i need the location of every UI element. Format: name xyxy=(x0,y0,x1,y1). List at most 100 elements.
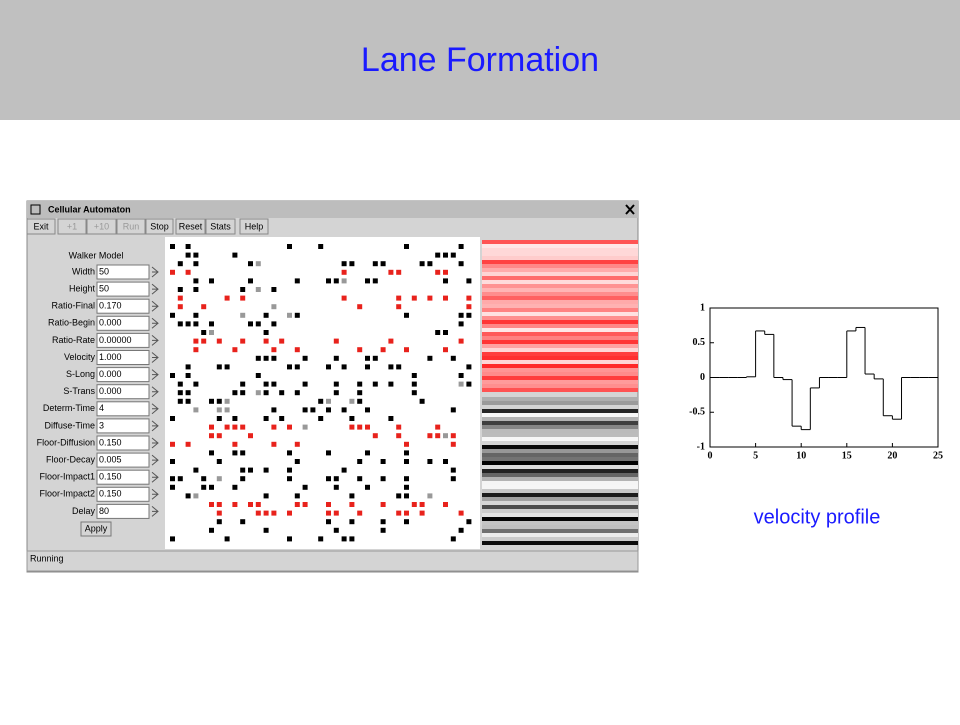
param-input[interactable] xyxy=(96,401,150,417)
param-value: 80 xyxy=(99,506,109,516)
param-input[interactable] xyxy=(96,350,150,365)
param-arrow[interactable] xyxy=(151,283,159,295)
cell xyxy=(333,338,339,344)
cell xyxy=(427,355,433,361)
density-red xyxy=(482,296,638,300)
param-input[interactable] xyxy=(96,332,150,348)
density-gray xyxy=(482,465,638,469)
cell xyxy=(427,295,433,301)
cell xyxy=(302,502,308,507)
toolbar-button xyxy=(86,218,117,235)
density-gray xyxy=(482,485,638,489)
y-tick-label: -1 xyxy=(697,441,705,452)
param-arrow[interactable] xyxy=(151,335,159,346)
density-gray xyxy=(482,429,638,433)
cell xyxy=(466,519,472,525)
param-arrow[interactable] xyxy=(151,506,159,517)
toolbar-label: +10 xyxy=(94,221,109,231)
param-arrow[interactable] xyxy=(151,369,159,380)
close-button[interactable] xyxy=(625,204,635,215)
cell xyxy=(380,527,386,533)
param-input[interactable] xyxy=(96,418,150,434)
density-red xyxy=(482,352,638,356)
cell xyxy=(193,381,199,387)
cell xyxy=(318,536,324,542)
cell xyxy=(458,527,464,533)
toolbar-button[interactable] xyxy=(205,218,236,235)
param-input[interactable] xyxy=(96,264,150,280)
cell xyxy=(443,502,448,507)
cell xyxy=(396,295,402,301)
cell xyxy=(318,244,324,249)
cell xyxy=(349,502,355,507)
param-input[interactable] xyxy=(96,503,150,519)
cell xyxy=(248,278,253,284)
param-arrow[interactable] xyxy=(151,488,159,500)
cell xyxy=(404,312,409,318)
param-input[interactable] xyxy=(96,384,150,400)
param-arrow[interactable] xyxy=(151,352,159,363)
cell xyxy=(388,416,394,421)
param-arrow[interactable] xyxy=(151,437,159,449)
density-red xyxy=(482,316,638,320)
cell xyxy=(240,287,246,292)
param-arrow[interactable] xyxy=(151,386,159,398)
param-input[interactable] xyxy=(96,298,150,314)
param-arrow[interactable] xyxy=(151,454,159,466)
cell xyxy=(450,407,456,413)
param-arrow[interactable] xyxy=(151,420,159,432)
cell xyxy=(287,536,292,542)
cell xyxy=(380,519,386,525)
param-input[interactable] xyxy=(96,486,150,502)
cell xyxy=(365,355,370,361)
cell xyxy=(255,502,261,507)
density-red xyxy=(482,304,638,308)
toolbar-button[interactable] xyxy=(239,218,269,235)
toolbar-button[interactable] xyxy=(175,218,206,235)
cell xyxy=(419,510,425,516)
param-input[interactable] xyxy=(96,469,150,485)
cell xyxy=(255,355,261,361)
toolbar-button[interactable] xyxy=(145,218,174,235)
cell xyxy=(209,450,214,456)
toolbar-button[interactable] xyxy=(26,218,56,235)
panel-title: Walker Model xyxy=(69,250,124,260)
param-arrow[interactable] xyxy=(151,471,159,483)
param-input[interactable] xyxy=(96,435,150,451)
window-title: Cellular Automaton xyxy=(48,204,131,214)
density-gray xyxy=(482,501,638,505)
cell xyxy=(365,424,370,430)
param-arrow[interactable] xyxy=(151,300,159,312)
x-tick-label: 10 xyxy=(796,450,806,461)
cell xyxy=(240,295,246,301)
density-red xyxy=(482,244,638,248)
param-input[interactable] xyxy=(96,315,150,331)
param-arrow[interactable] xyxy=(151,317,159,329)
cell xyxy=(177,295,183,301)
param-arrow[interactable] xyxy=(151,403,159,415)
cell xyxy=(170,416,175,421)
cell xyxy=(294,278,300,284)
param-input[interactable] xyxy=(96,281,150,297)
cell xyxy=(287,510,292,516)
cell xyxy=(177,476,183,482)
cell xyxy=(411,502,417,507)
cell xyxy=(216,476,222,482)
param-label: Diffuse-Time xyxy=(44,420,95,430)
cell xyxy=(209,330,214,335)
param-arrow[interactable] xyxy=(151,266,159,278)
density-red xyxy=(482,240,638,244)
param-input[interactable] xyxy=(96,367,150,383)
cell xyxy=(177,390,183,396)
density-red xyxy=(482,320,638,324)
cell xyxy=(326,519,331,525)
cell xyxy=(443,433,448,439)
param-input[interactable] xyxy=(96,452,150,468)
cell xyxy=(380,459,386,464)
cell xyxy=(294,502,300,507)
density-gray xyxy=(482,517,638,521)
cell xyxy=(310,407,316,413)
cell xyxy=(287,364,292,370)
apply-button[interactable] xyxy=(80,521,112,537)
